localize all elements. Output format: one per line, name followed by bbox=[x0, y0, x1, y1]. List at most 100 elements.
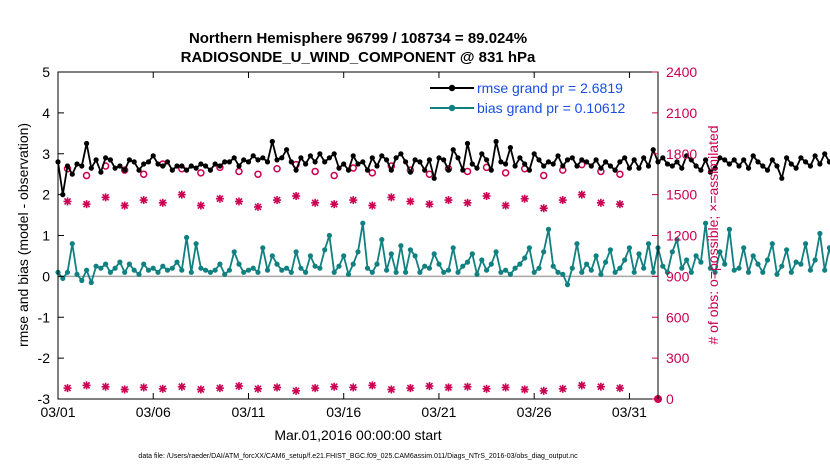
rmse-point bbox=[364, 167, 371, 173]
bias-point bbox=[160, 263, 166, 269]
obs-assimilated-point bbox=[82, 200, 91, 209]
rmse-point bbox=[717, 155, 723, 161]
plot-area bbox=[55, 138, 830, 403]
obs-low-point bbox=[82, 381, 91, 390]
rmse-point bbox=[160, 163, 166, 169]
rmse-point bbox=[598, 165, 604, 171]
bias-point bbox=[498, 269, 504, 275]
bias-point bbox=[603, 259, 609, 265]
bias-point bbox=[593, 253, 599, 259]
rmse-point bbox=[645, 163, 652, 169]
y-left-axis-label: rmse and bias (model - observation) bbox=[15, 123, 31, 347]
bias-point bbox=[522, 255, 528, 261]
bias-point bbox=[784, 247, 790, 253]
bias-point bbox=[445, 267, 452, 273]
rmse-point bbox=[779, 175, 785, 181]
rmse-point bbox=[398, 151, 404, 157]
x-tick-label: 03/16 bbox=[326, 404, 361, 420]
bias-point bbox=[474, 271, 480, 277]
bias-point bbox=[112, 265, 118, 271]
bias-point bbox=[469, 251, 475, 257]
rmse-point bbox=[774, 163, 780, 169]
bias-point bbox=[788, 269, 794, 275]
bias-point bbox=[460, 263, 466, 269]
bias-point bbox=[155, 269, 161, 275]
bias-point bbox=[431, 251, 437, 257]
obs-low-point bbox=[615, 384, 624, 393]
bias-point bbox=[450, 245, 456, 251]
rmse-point bbox=[536, 157, 542, 163]
rmse-point bbox=[422, 167, 428, 173]
obs-assimilated-point bbox=[577, 190, 586, 199]
bias-point bbox=[598, 271, 604, 277]
rmse-point bbox=[360, 159, 366, 165]
rmse-point bbox=[307, 153, 313, 159]
obs-possible-point bbox=[139, 170, 148, 178]
bias-point bbox=[422, 263, 428, 269]
rmse-point bbox=[788, 161, 794, 167]
rmse-point bbox=[141, 161, 147, 167]
rmse-point bbox=[764, 167, 771, 173]
bias-point bbox=[417, 269, 423, 275]
rmse-point bbox=[112, 165, 118, 171]
bias-point bbox=[541, 249, 547, 255]
rmse-point bbox=[569, 155, 575, 161]
bias-point bbox=[60, 275, 66, 281]
obs-assimilated-point bbox=[501, 201, 510, 210]
obs-low-point bbox=[425, 382, 434, 391]
rmse-point bbox=[812, 153, 818, 159]
rmse-point bbox=[412, 157, 418, 163]
bias-point bbox=[388, 251, 394, 257]
bias-point bbox=[322, 247, 328, 253]
rmse-point bbox=[603, 159, 609, 165]
bias-point bbox=[826, 245, 830, 251]
rmse-point bbox=[698, 167, 704, 173]
bias-point bbox=[526, 245, 533, 251]
obs-low-point bbox=[558, 384, 567, 393]
rmse-point bbox=[474, 165, 480, 171]
rmse-point bbox=[284, 147, 290, 153]
bias-point bbox=[560, 271, 566, 277]
obs-possible-point bbox=[311, 167, 319, 176]
bias-point bbox=[369, 269, 375, 275]
rmse-point bbox=[550, 161, 556, 167]
rmse-point bbox=[303, 161, 309, 167]
plot-frame bbox=[57, 71, 659, 400]
rmse-point bbox=[684, 153, 690, 159]
x-axis-label: Mar.01,2016 00:00:00 start bbox=[274, 427, 441, 443]
obs-low-point bbox=[501, 383, 510, 392]
obs-possible-point bbox=[425, 170, 434, 178]
bias-point bbox=[503, 267, 509, 273]
obs-low-point bbox=[330, 382, 339, 391]
rmse-point bbox=[331, 151, 337, 157]
bias-point bbox=[326, 232, 332, 239]
bias-point bbox=[107, 269, 113, 275]
data-file-footer: data file: /Users/raeder/DAI/ATM_forcXX/… bbox=[138, 453, 578, 460]
bias-point bbox=[803, 241, 809, 247]
bias-point bbox=[279, 267, 285, 273]
bias-point bbox=[303, 269, 309, 275]
rmse-point bbox=[222, 159, 228, 165]
bias-point bbox=[355, 249, 361, 255]
bias-point bbox=[736, 265, 742, 271]
bias-point bbox=[145, 267, 152, 273]
rmse-point bbox=[650, 147, 656, 153]
rmse-point bbox=[484, 157, 490, 163]
rmse-point bbox=[193, 165, 199, 171]
rmse-point bbox=[531, 151, 537, 157]
rmse-point bbox=[179, 163, 185, 169]
rmse-point bbox=[793, 165, 799, 171]
y-left-tick-label: 5 bbox=[42, 64, 50, 80]
rmse-point bbox=[355, 161, 361, 167]
obs-assimilated-point bbox=[292, 191, 301, 200]
rmse-point bbox=[231, 155, 237, 161]
bias-point bbox=[441, 269, 447, 275]
rmse-point bbox=[79, 163, 85, 169]
obs-possible-point bbox=[463, 167, 472, 176]
y-right-tick-label: 300 bbox=[666, 350, 690, 366]
bias-point bbox=[822, 267, 828, 273]
obs-assimilated-point bbox=[349, 196, 358, 205]
bias-point bbox=[103, 261, 109, 267]
bias-point bbox=[255, 269, 261, 275]
